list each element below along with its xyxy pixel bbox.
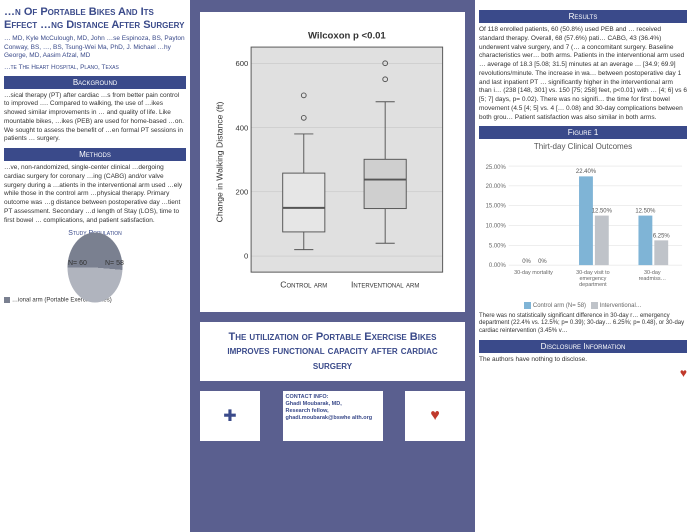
left-column: …n Of Portable Bikes And Its Effect …ng … xyxy=(0,0,190,532)
svg-text:22.40%: 22.40% xyxy=(576,169,597,175)
background-heading: Background xyxy=(4,76,186,89)
background-body: …sical therapy (PT) after cardiac …s fro… xyxy=(4,92,186,145)
svg-text:20.00%: 20.00% xyxy=(486,184,507,190)
mid-title: The utilization of Portable Exercise Bik… xyxy=(200,322,465,381)
logo-heart-hospital-icon: ♥ xyxy=(405,391,465,441)
contact-info: CONTACT INFO: Ghadi Moubarak, MD, Resear… xyxy=(283,391,383,441)
boxplot-card: 0 200 400 600 Change in Walking Distance… xyxy=(200,12,465,312)
logo-enterprise-icon: ✚ xyxy=(200,391,260,441)
poster-title: …n Of Portable Bikes And Its Effect …ng … xyxy=(4,6,186,31)
results-body: Of 118 enrolled patients, 60 (50.8%) use… xyxy=(479,26,687,122)
svg-text:400: 400 xyxy=(235,123,248,132)
contact-role: Research fellow, xyxy=(286,408,380,415)
svg-text:readmiss…: readmiss… xyxy=(639,276,667,282)
pie-label-b: N= 58 xyxy=(105,260,124,267)
affiliation: …te The Heart Hospital, Plano, Texas xyxy=(4,64,186,71)
contact-email: ghadi.moubarak@bswhe alth.org xyxy=(286,415,380,422)
svg-text:10.00%: 10.00% xyxy=(486,224,507,230)
pie-label-a: N= 60 xyxy=(68,260,87,267)
svg-text:6.25%: 6.25% xyxy=(653,234,671,240)
barchart: 0.00% 5.00% 10.00% 15.00% 20.00% 25.00% 0% 0… xyxy=(479,153,687,298)
disclosure-body: The authors have nothing to disclose. xyxy=(479,356,687,363)
results-heading: Results xyxy=(479,10,687,23)
barchart-title: Thirt-day Clinical Outcomes xyxy=(479,142,687,151)
contact-head: CONTACT INFO: xyxy=(286,394,380,401)
svg-text:0%: 0% xyxy=(538,260,547,266)
svg-text:200: 200 xyxy=(235,188,248,197)
boxplot-ylabel: Change in Walking Distance (ft) xyxy=(214,102,224,223)
pie-slices xyxy=(68,232,123,302)
legend-interventional: Interventional… xyxy=(600,304,642,310)
figure1-heading: Figure 1 xyxy=(479,126,687,139)
svg-text:Interventional arm: Interventional arm xyxy=(351,279,419,289)
middle-column: 0 200 400 600 Change in Walking Distance… xyxy=(190,0,475,532)
disclosure-heading: Disclosure Information xyxy=(479,340,687,353)
boxplot: 0 200 400 600 Change in Walking Distance… xyxy=(208,20,457,304)
svg-text:12.50%: 12.50% xyxy=(635,209,656,215)
svg-text:12.50%: 12.50% xyxy=(592,209,613,215)
authors: … MD, Kyle McCulough, MD, John …se Espin… xyxy=(4,35,186,60)
svg-text:15.00%: 15.00% xyxy=(486,204,507,210)
methods-heading: Methods xyxy=(4,148,186,161)
svg-text:600: 600 xyxy=(235,59,248,68)
pie-chart: N= 60 N= 58 xyxy=(4,240,186,295)
svg-text:0: 0 xyxy=(244,252,248,261)
contact-row: ✚ CONTACT INFO: Ghadi Moubarak, MD, Rese… xyxy=(200,391,465,441)
svg-text:30-day mortality: 30-day mortality xyxy=(514,270,553,276)
svg-text:department: department xyxy=(579,282,607,288)
legend-control: Control arm (N= 58) xyxy=(533,304,586,310)
results-note: There was no statistically significant d… xyxy=(479,313,687,336)
svg-text:5.00%: 5.00% xyxy=(489,244,507,250)
methods-body: …ve, non-randomized, single-center clini… xyxy=(4,164,186,225)
svg-text:Control arm: Control arm xyxy=(280,279,327,289)
svg-text:25.00%: 25.00% xyxy=(486,165,507,171)
footer-heart-icon: ♥ xyxy=(479,366,687,380)
right-column: Results Of 118 enrolled patients, 60 (50… xyxy=(475,0,691,532)
contact-name: Ghadi Moubarak, MD, xyxy=(286,401,380,408)
wilcoxon-label: Wilcoxon p <0.01 xyxy=(308,30,386,41)
barchart-legend: Control arm (N= 58) Interventional… xyxy=(479,302,687,309)
svg-text:0%: 0% xyxy=(522,260,531,266)
svg-text:0.00%: 0.00% xyxy=(489,264,507,270)
